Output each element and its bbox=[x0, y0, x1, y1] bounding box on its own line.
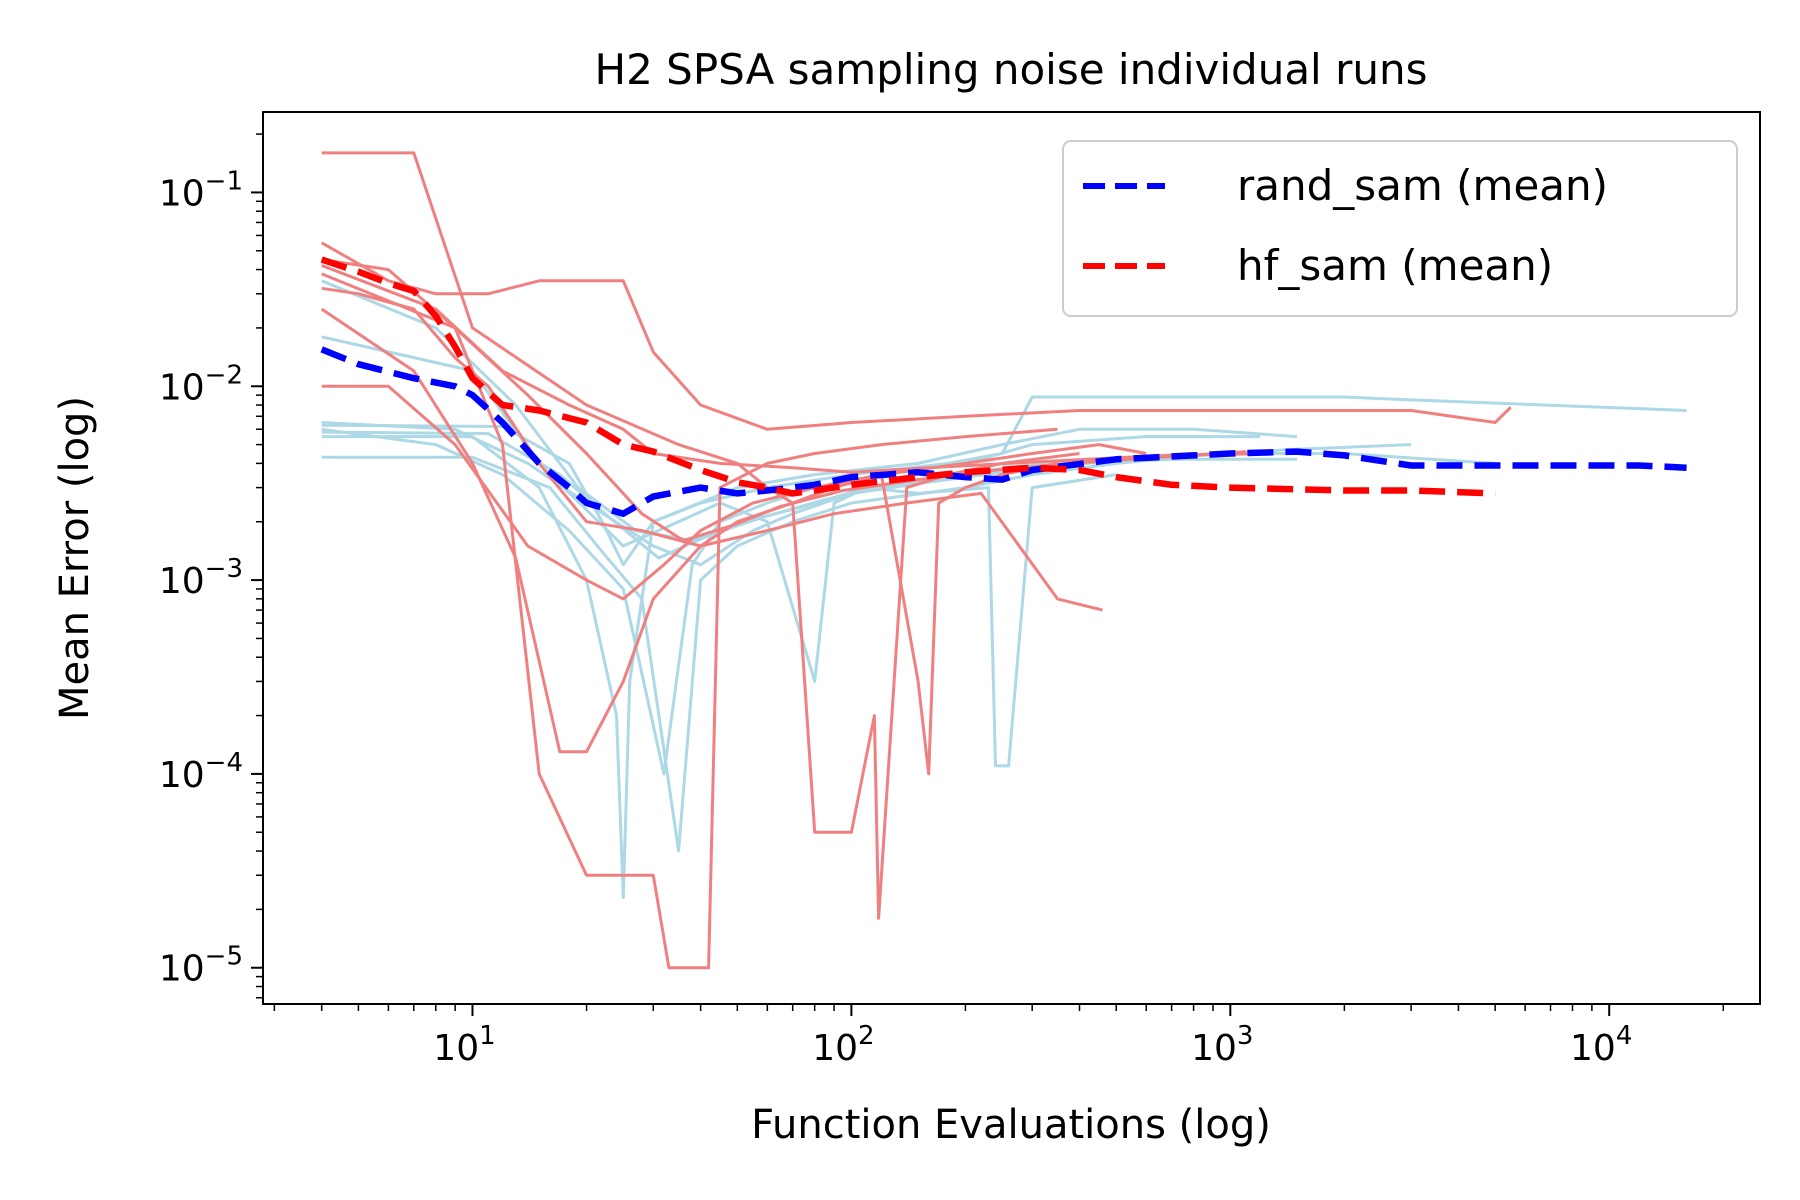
series-line-hf-sam-run-7 bbox=[321, 264, 1274, 474]
x-tick-label: 103 bbox=[1191, 1021, 1253, 1069]
axes: 101 102 103 104 10−1 10−2 10−3 10−4 10−5 bbox=[159, 133, 1725, 1069]
series-line-hf-sam-run-6 bbox=[321, 286, 1103, 612]
series-layer bbox=[320, 151, 1687, 970]
y-tick-label: 10−2 bbox=[159, 360, 243, 408]
y-tick-label: 10−5 bbox=[159, 942, 243, 990]
x-axis-label: Function Evaluations (log) bbox=[751, 1102, 1271, 1148]
chart-title: H2 SPSA sampling noise individual runs bbox=[595, 45, 1428, 94]
plot-frame bbox=[262, 111, 1761, 1005]
y-tick-label: 10−1 bbox=[159, 166, 243, 214]
series-line-hf-sam-mean- bbox=[320, 256, 1496, 497]
series-line-hf-sam-run-3 bbox=[320, 307, 1080, 920]
x-tick-label: 101 bbox=[433, 1021, 495, 1069]
y-axis-label: Mean Error (log) bbox=[52, 396, 98, 720]
x-tick-label: 104 bbox=[1570, 1021, 1632, 1069]
legend: rand_sam (mean) hf_sam (mean) bbox=[1062, 140, 1738, 317]
y-tick-label: 10−4 bbox=[159, 748, 243, 796]
legend-box bbox=[1062, 140, 1738, 317]
y-tick-label: 10−3 bbox=[159, 554, 243, 602]
series-line-rand-sam-mean- bbox=[320, 346, 1687, 517]
legend-label-rand-sam: rand_sam (mean) bbox=[1237, 161, 1608, 210]
legend-label-hf-sam: hf_sam (mean) bbox=[1237, 241, 1553, 290]
series-line-rand-sam-run-5 bbox=[321, 335, 1117, 768]
series-line-hf-sam-run-4 bbox=[320, 241, 1512, 431]
x-tick-label: 102 bbox=[812, 1021, 874, 1069]
